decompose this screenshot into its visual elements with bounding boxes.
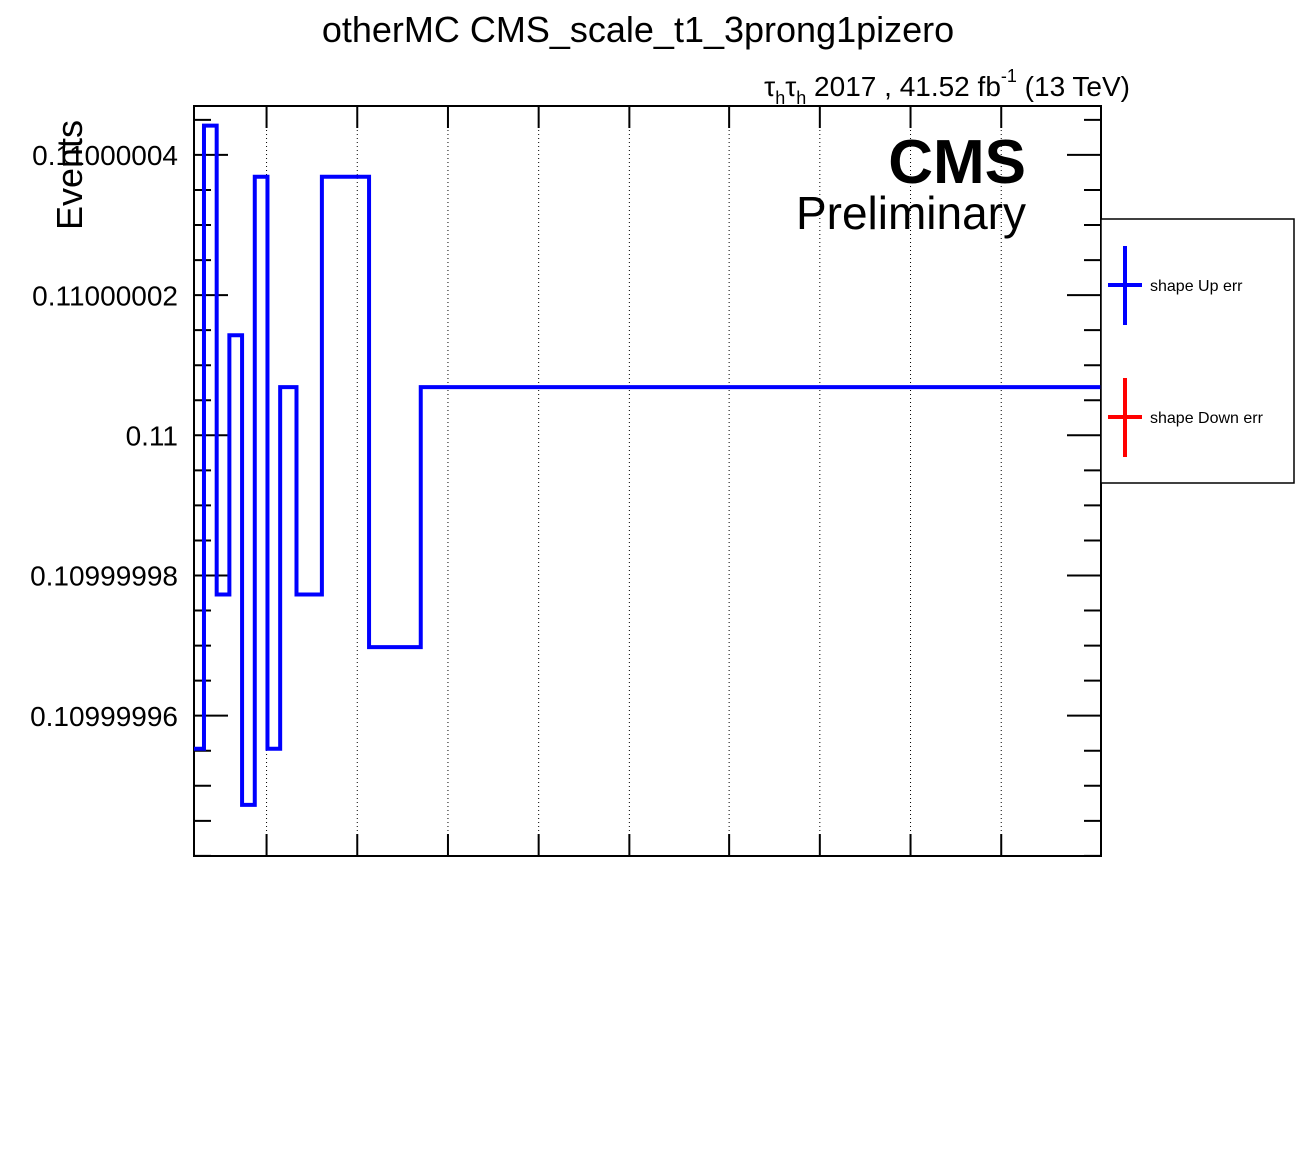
y-tick-label: 0.10999996 bbox=[30, 701, 178, 732]
y-axis-labels: 0.10999996 0.10999998 0.11 0.11000002 0.1100… bbox=[30, 140, 178, 732]
series-line-up bbox=[194, 123, 1101, 807]
legend-label-down: shape Down err bbox=[1150, 410, 1264, 427]
plot-area bbox=[193, 105, 1102, 857]
y-axis-title: Events bbox=[49, 120, 90, 230]
legend: shape Up err shape Down err bbox=[1100, 218, 1295, 484]
legend-box bbox=[1100, 218, 1295, 484]
legend-label-up: shape Up err bbox=[1150, 278, 1243, 295]
y-tick-label: 0.11000004 bbox=[32, 140, 178, 171]
lumi-label: τhτh 2017 , 41.52 fb-1 (13 TeV) bbox=[764, 66, 1130, 108]
series-lines bbox=[194, 123, 1101, 807]
y-tick-label: 0.11 bbox=[126, 420, 178, 451]
y-tick-label: 0.10999998 bbox=[30, 561, 178, 592]
preliminary-label: Preliminary bbox=[796, 187, 1026, 239]
y-tick-label: 0.11000002 bbox=[32, 280, 178, 311]
x-axis-ticks bbox=[265, 106, 1003, 856]
legend-entry-up: shape Up err bbox=[1108, 246, 1243, 325]
chart-title: otherMC CMS_scale_t1_3prong1pizero bbox=[322, 9, 954, 50]
cms-label: CMS bbox=[888, 128, 1026, 197]
x-grid bbox=[266, 106, 1002, 856]
legend-entry-down: shape Down err bbox=[1108, 378, 1264, 457]
